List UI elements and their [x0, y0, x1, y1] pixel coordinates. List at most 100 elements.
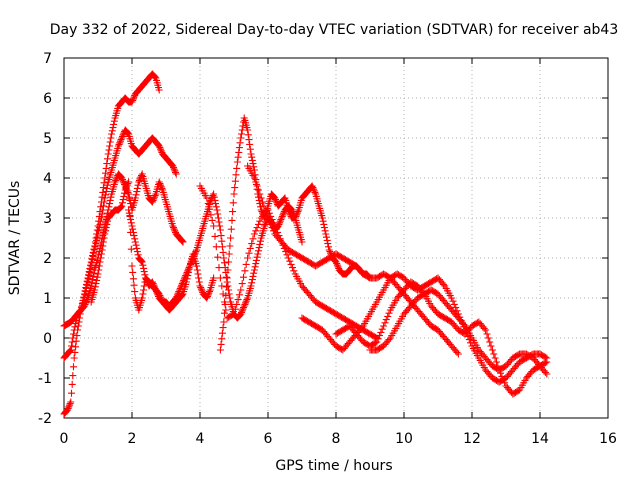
data-marker — [374, 335, 382, 343]
data-marker — [102, 191, 109, 199]
data-marker — [204, 291, 212, 299]
data-marker — [95, 266, 103, 274]
data-marker — [217, 340, 225, 348]
data-marker — [215, 264, 223, 272]
data-marker — [272, 197, 280, 205]
data-marker — [460, 320, 468, 328]
data-marker — [96, 258, 104, 266]
data-marker — [133, 184, 141, 192]
data-point — [257, 194, 265, 202]
data-point — [250, 266, 258, 274]
data-marker — [324, 240, 332, 248]
data-marker — [276, 219, 284, 227]
data-marker — [131, 288, 139, 296]
data-marker — [250, 269, 258, 277]
data-marker — [106, 196, 114, 204]
data-marker — [234, 296, 242, 304]
data-marker — [127, 216, 135, 224]
data-marker — [265, 217, 273, 225]
data-marker — [248, 276, 256, 284]
data-point — [247, 282, 255, 290]
data-marker — [183, 268, 191, 276]
data-marker — [117, 136, 125, 144]
data-marker — [319, 217, 327, 225]
data-marker — [256, 190, 264, 198]
data-marker — [136, 176, 143, 184]
data-marker — [221, 300, 229, 308]
data-point — [380, 322, 388, 330]
data-marker — [89, 276, 97, 284]
data-marker — [231, 184, 239, 192]
x-tick-label: 4 — [196, 431, 205, 447]
data-marker — [82, 299, 90, 307]
data-marker — [141, 271, 149, 279]
data-marker — [218, 282, 226, 290]
data-marker — [218, 335, 226, 343]
data-marker — [263, 210, 271, 218]
data-marker — [130, 93, 138, 101]
data-marker — [245, 249, 253, 257]
data-marker — [238, 308, 245, 316]
data-marker — [252, 260, 260, 268]
data-point — [318, 214, 326, 222]
data-marker — [87, 265, 94, 273]
data-marker — [98, 246, 106, 254]
data-marker — [275, 220, 283, 228]
data-point — [237, 134, 245, 142]
data-point — [142, 274, 150, 282]
data-marker — [321, 227, 329, 235]
data-marker — [218, 329, 226, 337]
data-marker — [83, 281, 91, 289]
data-marker — [174, 289, 182, 297]
data-marker — [193, 266, 201, 274]
data-point — [179, 238, 187, 246]
series-trace-h — [244, 162, 462, 358]
data-marker — [65, 403, 73, 411]
data-marker — [229, 199, 237, 207]
data-marker — [310, 187, 318, 195]
y-tick-label: 6 — [43, 91, 52, 107]
data-marker — [189, 256, 196, 264]
data-marker — [108, 127, 116, 135]
data-point — [230, 190, 238, 198]
data-marker — [119, 131, 127, 139]
data-marker — [129, 268, 137, 276]
data-marker — [326, 248, 334, 256]
data-marker — [238, 280, 246, 288]
data-marker — [248, 153, 256, 161]
data-marker — [233, 300, 241, 308]
data-marker — [89, 252, 97, 260]
data-point — [131, 194, 139, 202]
data-marker — [238, 307, 246, 315]
data-marker — [92, 280, 100, 288]
data-marker — [286, 257, 294, 265]
data-marker — [256, 240, 264, 248]
data-marker — [174, 291, 182, 299]
data-marker — [150, 195, 158, 203]
data-marker — [206, 205, 213, 213]
data-marker — [378, 325, 386, 333]
data-marker — [209, 192, 217, 200]
data-marker — [251, 263, 259, 271]
data-marker — [95, 224, 103, 232]
data-marker — [333, 261, 341, 269]
data-point — [155, 142, 163, 150]
data-marker — [126, 212, 134, 220]
data-marker — [72, 337, 80, 345]
data-marker — [119, 176, 126, 184]
data-marker — [90, 249, 98, 257]
grid-lines — [64, 58, 608, 418]
x-tick-label: 10 — [395, 431, 413, 447]
data-marker — [225, 258, 233, 266]
data-marker — [134, 181, 142, 189]
data-marker — [450, 300, 458, 308]
data-marker — [82, 288, 90, 296]
data-marker — [157, 147, 165, 155]
data-marker — [484, 334, 492, 342]
data-marker — [171, 167, 179, 175]
data-point — [488, 346, 496, 354]
data-marker — [280, 209, 288, 217]
data-marker — [293, 209, 301, 217]
data-marker — [72, 320, 80, 328]
data-marker — [242, 297, 250, 305]
